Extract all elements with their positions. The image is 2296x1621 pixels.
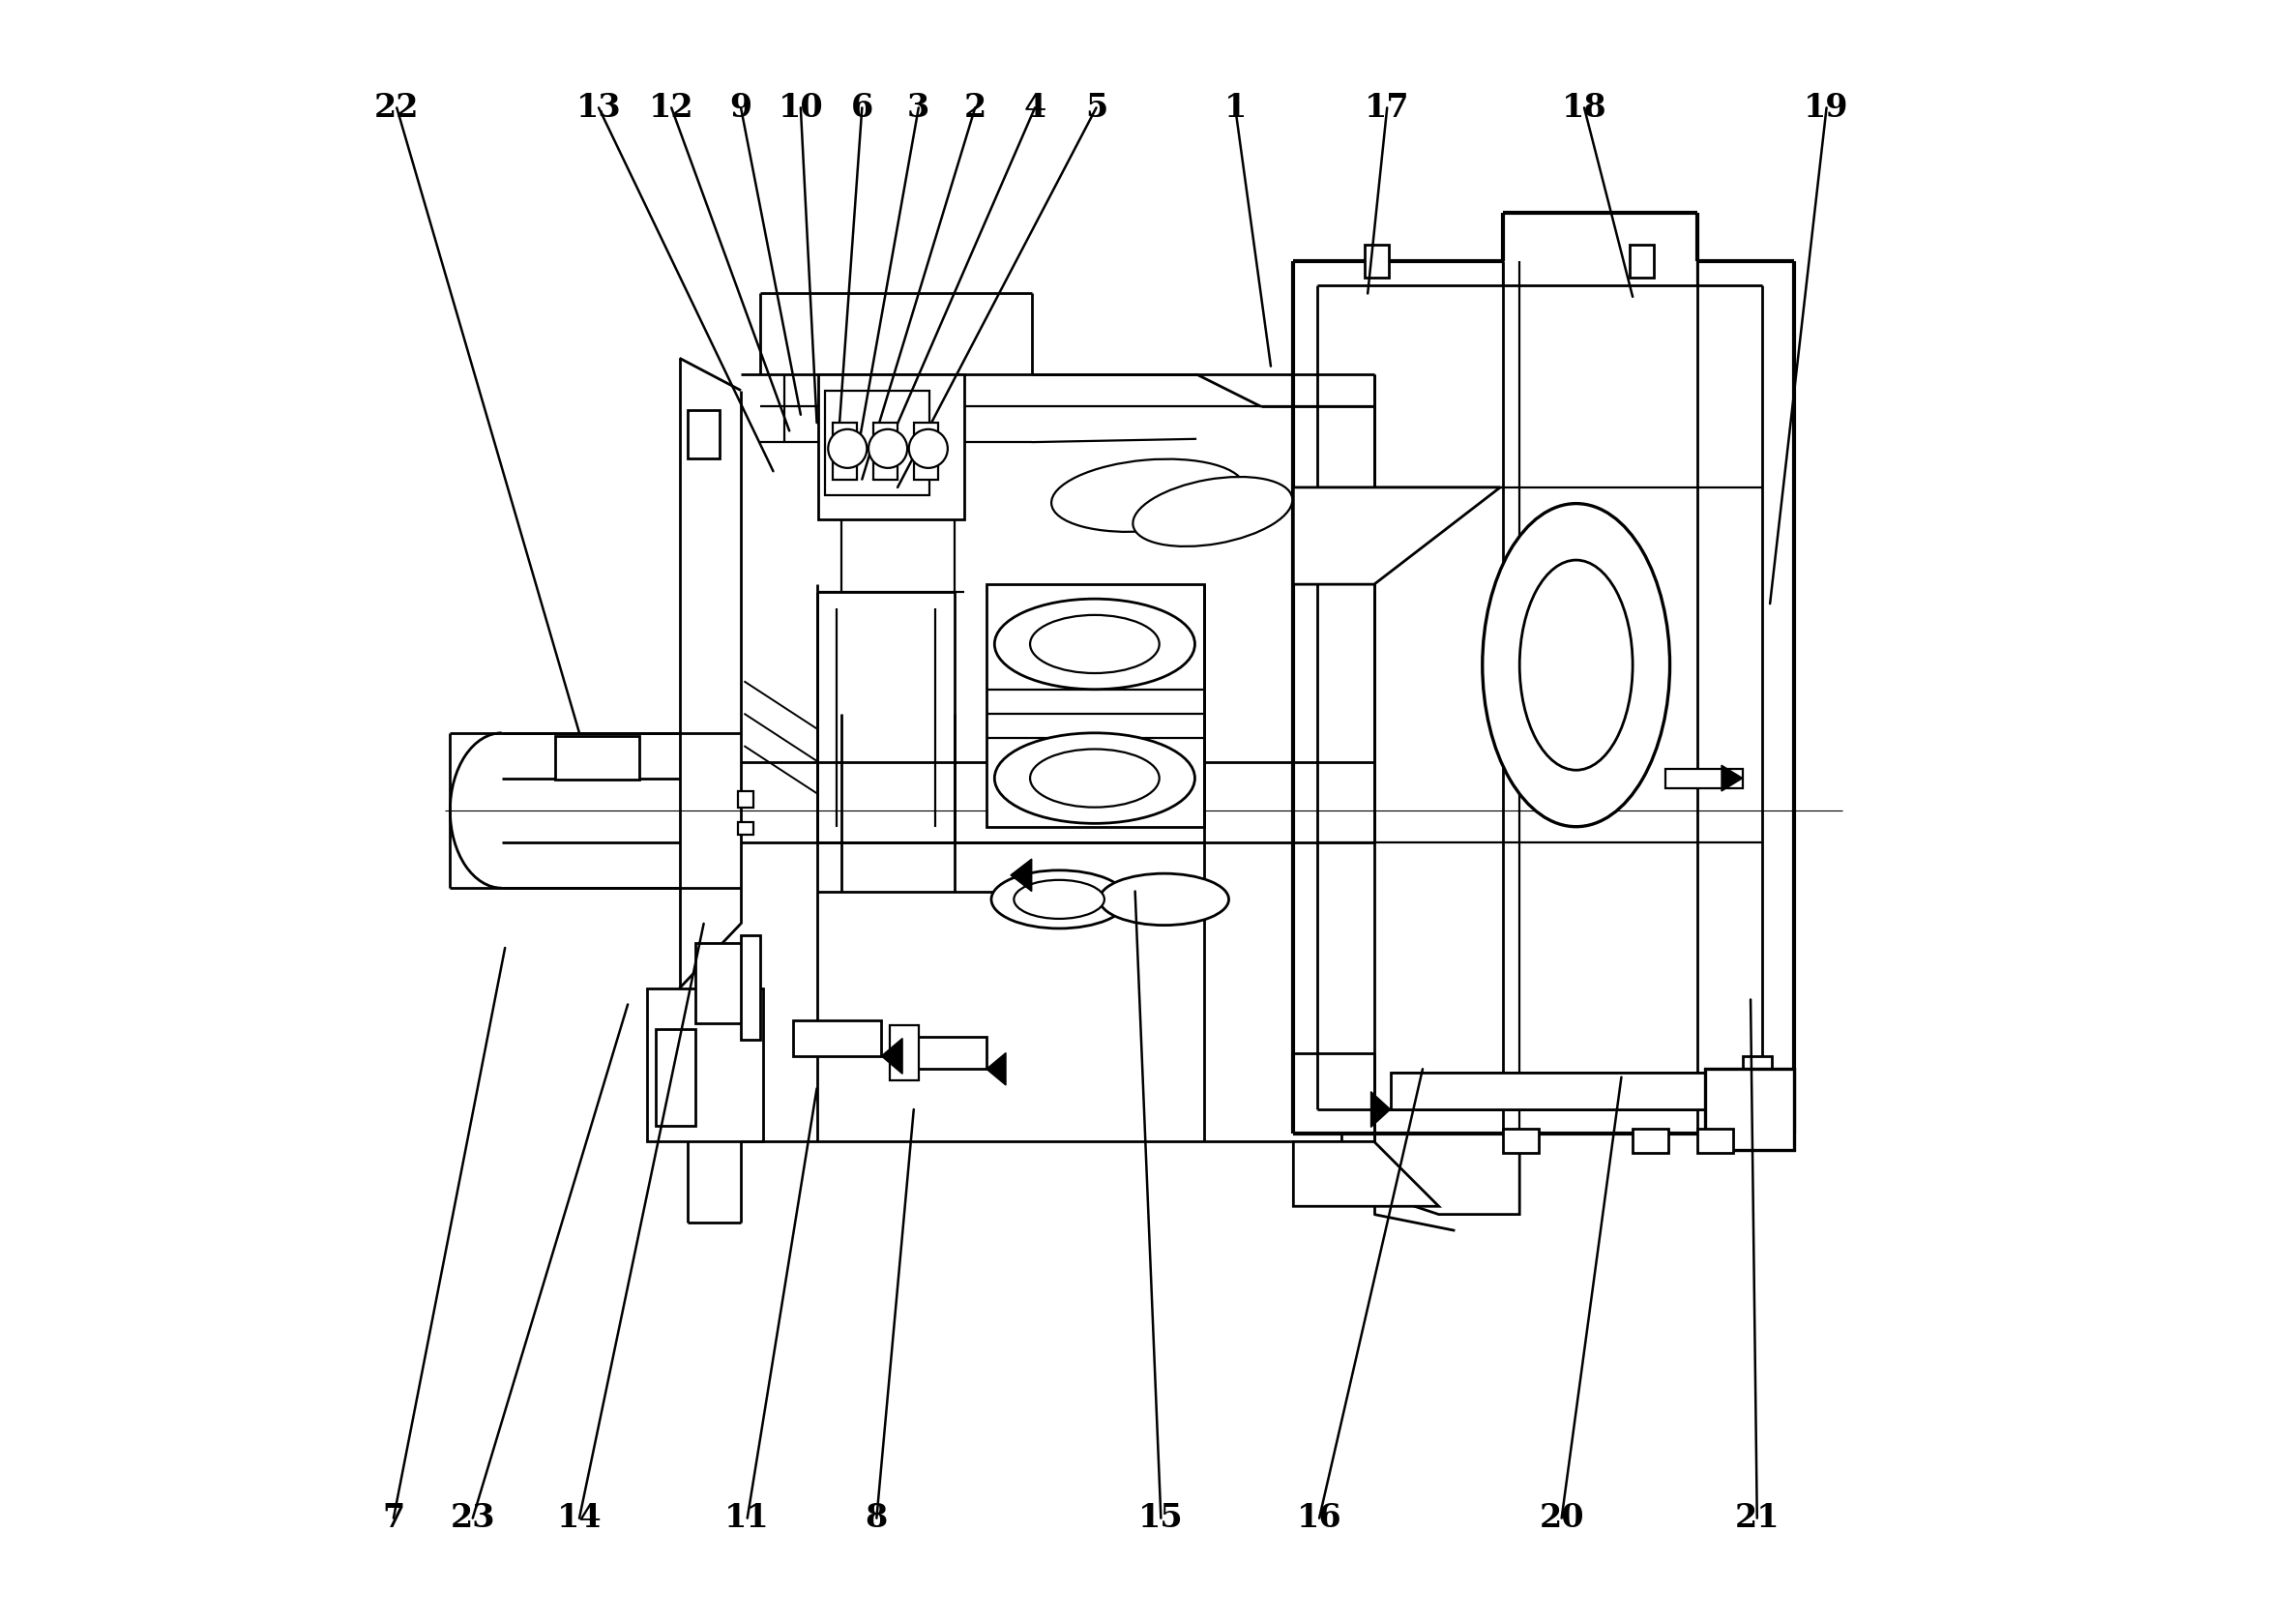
Bar <box>872 423 898 480</box>
Ellipse shape <box>1483 504 1669 827</box>
Bar <box>914 423 939 480</box>
Text: 12: 12 <box>650 92 693 123</box>
Ellipse shape <box>868 430 907 468</box>
Bar <box>792 1021 882 1055</box>
Text: 13: 13 <box>576 92 622 123</box>
Polygon shape <box>987 1054 1006 1084</box>
Bar <box>654 1029 696 1125</box>
Bar <box>817 374 964 520</box>
Bar <box>1391 1071 1743 1109</box>
Ellipse shape <box>829 430 868 468</box>
Polygon shape <box>1722 765 1743 791</box>
Text: 21: 21 <box>1733 1503 1779 1533</box>
Bar <box>889 1026 918 1080</box>
Ellipse shape <box>994 598 1194 689</box>
Text: 11: 11 <box>726 1503 769 1533</box>
Bar <box>742 935 760 1041</box>
Text: 15: 15 <box>1139 1503 1182 1533</box>
Bar <box>1630 245 1653 277</box>
Ellipse shape <box>1015 880 1104 919</box>
Text: 6: 6 <box>852 92 872 123</box>
Bar <box>1632 1128 1669 1153</box>
Bar <box>833 423 856 480</box>
Ellipse shape <box>909 430 948 468</box>
Ellipse shape <box>1100 874 1228 926</box>
Polygon shape <box>1293 1141 1440 1206</box>
Bar <box>1504 1128 1538 1153</box>
Bar <box>987 584 1205 827</box>
Text: 5: 5 <box>1086 92 1107 123</box>
Bar <box>687 410 721 459</box>
Bar <box>1697 1128 1733 1153</box>
Text: 9: 9 <box>730 92 753 123</box>
Text: 2: 2 <box>964 92 987 123</box>
Text: 3: 3 <box>907 92 930 123</box>
Text: 20: 20 <box>1538 1503 1584 1533</box>
Bar <box>737 822 753 835</box>
Text: 1: 1 <box>1224 92 1247 123</box>
Bar <box>1665 768 1743 788</box>
Bar <box>737 791 753 807</box>
Bar <box>914 1037 987 1068</box>
Text: 16: 16 <box>1297 1503 1341 1533</box>
Text: 18: 18 <box>1561 92 1607 123</box>
Ellipse shape <box>1520 561 1632 770</box>
Ellipse shape <box>1052 459 1244 532</box>
Ellipse shape <box>1031 614 1159 673</box>
Ellipse shape <box>992 870 1127 929</box>
Bar <box>696 943 744 1024</box>
Bar <box>1364 245 1389 277</box>
Text: 10: 10 <box>778 92 824 123</box>
Polygon shape <box>1293 488 1499 584</box>
Text: 19: 19 <box>1805 92 1848 123</box>
Bar <box>1743 1055 1773 1125</box>
Bar <box>1706 1068 1793 1149</box>
Ellipse shape <box>1031 749 1159 807</box>
Bar <box>824 391 930 496</box>
Text: 7: 7 <box>383 1503 404 1533</box>
Ellipse shape <box>994 733 1194 823</box>
Polygon shape <box>1010 859 1031 892</box>
Text: 22: 22 <box>374 92 420 123</box>
Text: 17: 17 <box>1364 92 1410 123</box>
Text: 23: 23 <box>450 1503 496 1533</box>
Text: 14: 14 <box>556 1503 602 1533</box>
Text: 4: 4 <box>1024 92 1047 123</box>
Bar <box>556 736 638 780</box>
Polygon shape <box>1371 1091 1391 1127</box>
Ellipse shape <box>1132 477 1293 546</box>
Bar <box>647 989 765 1141</box>
Polygon shape <box>882 1039 902 1073</box>
Text: 8: 8 <box>866 1503 889 1533</box>
